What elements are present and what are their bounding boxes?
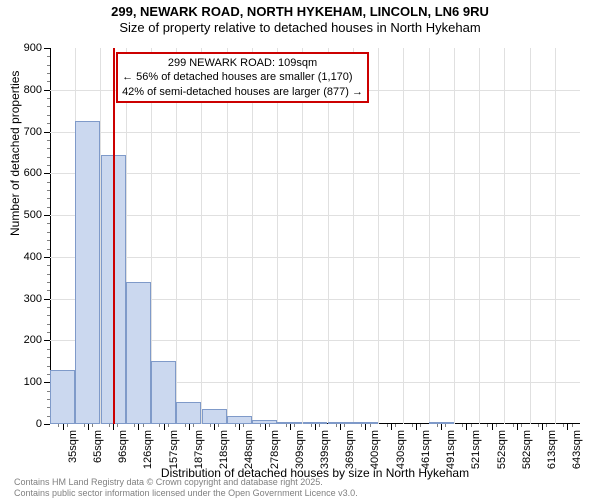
histogram-bar: [75, 121, 100, 424]
property-callout: 299 NEWARK ROAD: 109sqm← 56% of detached…: [116, 52, 369, 103]
property-marker-line: [113, 48, 115, 424]
x-tick-label: 65sqm: [92, 430, 104, 463]
x-tick-label: 339sqm: [319, 430, 331, 469]
x-tick-label: 309sqm: [294, 430, 306, 469]
y-tick-label: 100: [24, 376, 42, 388]
y-tick-label: 500: [24, 209, 42, 221]
callout-line: 42% of semi-detached houses are larger (…: [122, 85, 363, 99]
x-tick-label: 157sqm: [168, 430, 180, 469]
y-tick-label: 700: [24, 126, 42, 138]
histogram-bar: [277, 422, 302, 424]
histogram-bar: [176, 402, 201, 424]
y-tick-label: 300: [24, 293, 42, 305]
x-tick-label: 187sqm: [193, 430, 205, 469]
histogram-bar: [227, 416, 252, 424]
x-tick-label: 491sqm: [445, 430, 457, 469]
attribution-footer: Contains HM Land Registry data © Crown c…: [14, 477, 358, 498]
histogram-bar: [50, 370, 75, 424]
histogram-plot: 010020030040050060070080090035sqm65sqm96…: [50, 48, 580, 424]
x-tick-label: 461sqm: [420, 430, 432, 469]
histogram-bar: [151, 361, 176, 424]
histogram-bar: [126, 282, 151, 424]
footer-line-2: Contains public sector information licen…: [14, 488, 358, 498]
x-tick-label: 521sqm: [470, 430, 482, 469]
y-tick-label: 0: [36, 418, 42, 430]
x-tick-label: 278sqm: [269, 430, 281, 469]
x-tick-label: 248sqm: [243, 430, 255, 469]
chart-title: 299, NEWARK ROAD, NORTH HYKEHAM, LINCOLN…: [0, 0, 600, 37]
histogram-bar: [202, 409, 227, 424]
x-tick-label: 126sqm: [142, 430, 154, 469]
x-tick-label: 552sqm: [496, 430, 508, 469]
y-tick-label: 800: [24, 84, 42, 96]
histogram-bar: [429, 422, 454, 424]
footer-line-1: Contains HM Land Registry data © Crown c…: [14, 477, 358, 487]
x-tick-label: 96sqm: [117, 430, 129, 463]
x-tick-label: 430sqm: [395, 430, 407, 469]
x-tick-label: 35sqm: [67, 430, 79, 463]
title-line-1: 299, NEWARK ROAD, NORTH HYKEHAM, LINCOLN…: [0, 4, 600, 20]
x-tick-label: 369sqm: [344, 430, 356, 469]
title-line-2: Size of property relative to detached ho…: [0, 20, 600, 36]
histogram-bar: [353, 422, 378, 424]
x-tick-label: 582sqm: [521, 430, 533, 469]
y-tick-label: 400: [24, 251, 42, 263]
y-tick-label: 600: [24, 167, 42, 179]
histogram-bar: [252, 420, 277, 424]
x-tick-label: 400sqm: [369, 430, 381, 469]
callout-line: 299 NEWARK ROAD: 109sqm: [122, 56, 363, 70]
y-axis-title: Number of detached properties: [8, 71, 22, 236]
x-tick-label: 613sqm: [546, 430, 558, 469]
x-tick-label: 218sqm: [218, 430, 230, 469]
callout-line: ← 56% of detached houses are smaller (1,…: [122, 70, 363, 84]
x-tick-label: 643sqm: [571, 430, 583, 469]
histogram-bar: [328, 422, 353, 424]
y-axis-line: [50, 48, 51, 424]
y-tick-label: 900: [24, 42, 42, 54]
y-tick-label: 200: [24, 334, 42, 346]
histogram-bar: [303, 422, 328, 424]
